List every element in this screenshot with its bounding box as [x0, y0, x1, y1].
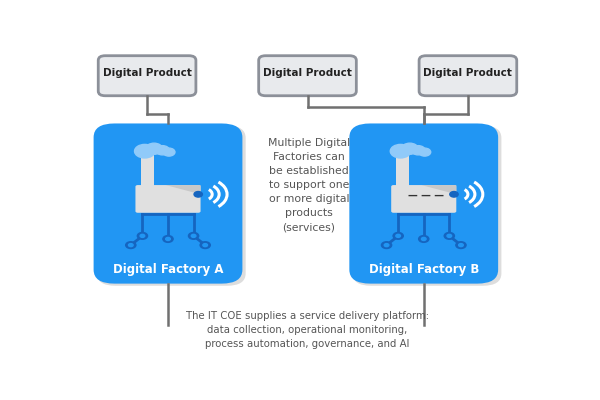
Text: The IT COE supplies a service delivery platform:
data collection, operational mo: The IT COE supplies a service delivery p… — [186, 311, 429, 349]
FancyBboxPatch shape — [349, 124, 498, 284]
Circle shape — [401, 143, 418, 154]
Circle shape — [137, 232, 148, 239]
Circle shape — [458, 244, 463, 247]
Circle shape — [134, 144, 155, 158]
Circle shape — [146, 143, 163, 154]
Circle shape — [384, 244, 389, 247]
Circle shape — [444, 232, 454, 239]
Circle shape — [191, 234, 196, 238]
Text: — — —: — — — — [408, 191, 444, 201]
Text: Digital Factory A: Digital Factory A — [113, 263, 223, 276]
Circle shape — [140, 234, 145, 238]
Bar — [397, 154, 409, 194]
FancyBboxPatch shape — [353, 126, 502, 286]
Polygon shape — [166, 185, 200, 194]
Circle shape — [188, 232, 199, 239]
Circle shape — [125, 242, 136, 248]
Circle shape — [166, 238, 170, 240]
FancyBboxPatch shape — [97, 126, 245, 286]
Circle shape — [393, 232, 403, 239]
Text: Digital Product: Digital Product — [424, 68, 512, 78]
Text: Digital Product: Digital Product — [103, 68, 191, 78]
Text: Digital Product: Digital Product — [263, 68, 352, 78]
Circle shape — [421, 238, 426, 240]
Circle shape — [200, 242, 211, 248]
Circle shape — [419, 148, 431, 156]
Circle shape — [382, 242, 392, 248]
FancyBboxPatch shape — [259, 56, 356, 96]
FancyBboxPatch shape — [419, 56, 517, 96]
Circle shape — [128, 244, 133, 247]
Circle shape — [390, 144, 411, 158]
Circle shape — [194, 192, 202, 197]
Text: Multiple Digital
Factories can
be established
to support one
or more digital
pro: Multiple Digital Factories can be establ… — [268, 138, 350, 232]
Circle shape — [456, 242, 466, 248]
Circle shape — [447, 234, 452, 238]
Circle shape — [163, 148, 175, 156]
FancyBboxPatch shape — [136, 185, 200, 213]
Circle shape — [419, 236, 429, 242]
Text: Digital Factory B: Digital Factory B — [368, 263, 479, 276]
Circle shape — [155, 146, 169, 155]
Circle shape — [203, 244, 208, 247]
Circle shape — [396, 234, 401, 238]
Polygon shape — [421, 185, 457, 194]
Bar — [140, 154, 154, 194]
FancyBboxPatch shape — [391, 185, 456, 213]
FancyBboxPatch shape — [98, 56, 196, 96]
Circle shape — [163, 236, 173, 242]
Circle shape — [450, 192, 458, 197]
FancyBboxPatch shape — [94, 124, 242, 284]
Circle shape — [411, 146, 425, 155]
